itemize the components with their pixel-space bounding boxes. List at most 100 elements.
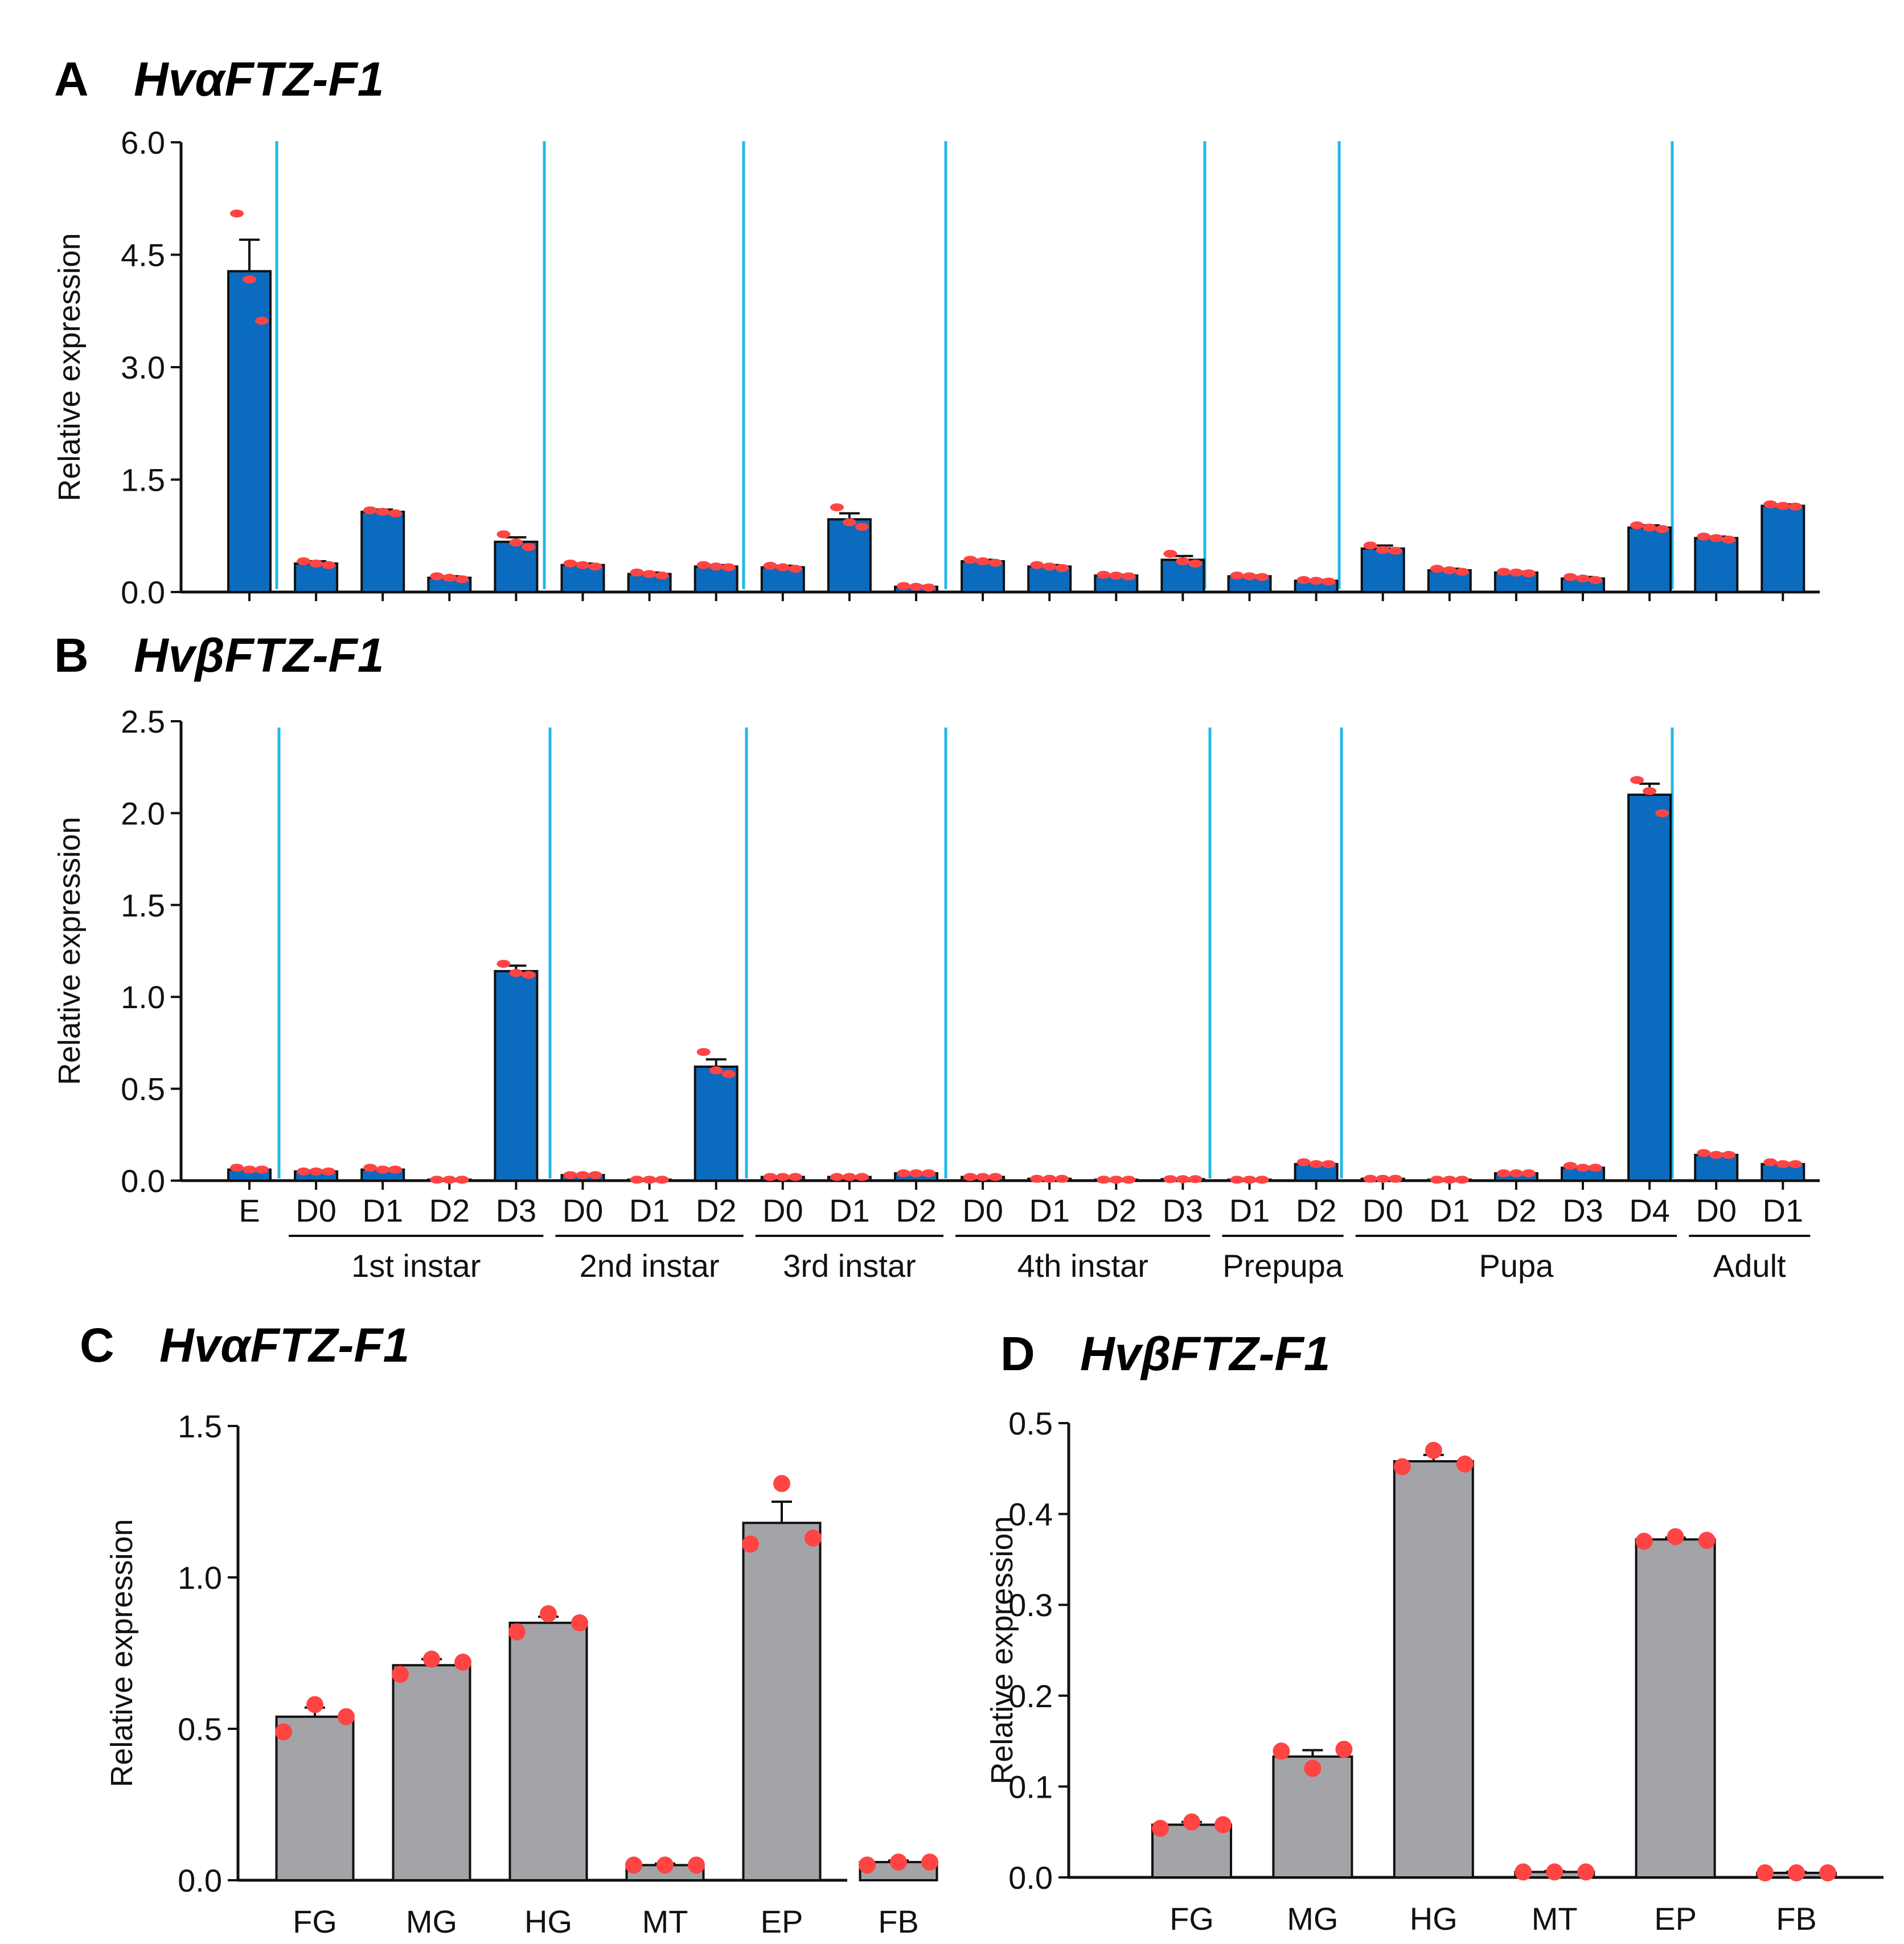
data-point — [454, 1653, 471, 1671]
group-label: 3rd instar — [783, 1248, 916, 1284]
bar — [508, 1621, 588, 1882]
bar — [1627, 794, 1672, 1182]
data-point — [563, 559, 577, 568]
data-point — [243, 1165, 256, 1174]
y-tick-label: 0.4 — [1008, 1497, 1053, 1532]
data-point — [1304, 1760, 1322, 1777]
data-point — [297, 1167, 311, 1176]
x-tick-label: D1 — [1763, 1193, 1804, 1228]
data-point — [1393, 1458, 1411, 1476]
data-point — [1322, 1160, 1336, 1168]
data-point — [1589, 576, 1602, 584]
data-point — [1630, 776, 1644, 784]
data-point — [909, 582, 923, 591]
data-point — [1496, 1169, 1511, 1178]
y-tick-label: 0.5 — [178, 1711, 222, 1747]
data-point — [1709, 534, 1724, 542]
data-point — [763, 1173, 777, 1181]
data-point — [1163, 549, 1177, 558]
panel-c: C HvαFTZ-F1 Relative expression 0.0 0.5 1.0 1.… — [80, 1318, 938, 1939]
data-point — [1152, 1819, 1169, 1837]
x-tick-label: D2 — [1296, 1193, 1337, 1228]
x-tick-label: EP — [1654, 1901, 1697, 1937]
data-point — [1776, 502, 1790, 510]
data-point — [1655, 809, 1669, 817]
data-point — [859, 1856, 876, 1874]
data-point — [988, 558, 1003, 567]
panel-letter: B — [54, 628, 89, 682]
data-point — [1322, 577, 1336, 586]
data-point — [1376, 546, 1390, 554]
data-point — [430, 1176, 444, 1184]
data-point — [842, 1173, 856, 1181]
x-tick-label: D1 — [629, 1193, 670, 1228]
data-point — [442, 573, 457, 582]
data-point — [709, 562, 723, 571]
y-tick-label: 1.5 — [121, 887, 165, 923]
panel-d: D HvβFTZ-F1 Relative expression 0.0 0.1 0.2 0.… — [985, 1327, 1884, 1937]
data-point — [1030, 1174, 1044, 1183]
x-tick-label: HG — [1410, 1901, 1458, 1937]
y-tick-label: 2.5 — [121, 704, 165, 739]
bar — [1761, 504, 1805, 593]
data-point — [230, 209, 244, 218]
data-point — [1430, 565, 1444, 573]
group-label: 2nd instar — [580, 1248, 720, 1284]
bar — [1360, 547, 1405, 594]
data-point — [322, 561, 336, 569]
x-tick-label: MG — [406, 1904, 457, 1939]
data-point — [1055, 564, 1069, 572]
data-point — [1188, 559, 1203, 568]
data-point — [576, 561, 590, 569]
x-tick-label: D1 — [829, 1193, 870, 1228]
data-point — [897, 582, 910, 590]
y-axis-label: Relative expression — [52, 233, 87, 501]
data-point — [1455, 568, 1469, 576]
data-point — [630, 1176, 644, 1184]
x-tick-label: D0 — [296, 1193, 337, 1228]
data-point — [540, 1605, 557, 1622]
bar — [1393, 1460, 1474, 1879]
data-point — [625, 1856, 642, 1874]
data-point — [1109, 1176, 1123, 1184]
data-point — [1122, 1176, 1136, 1184]
x-tick-label: D0 — [762, 1193, 803, 1228]
data-point — [1442, 1176, 1456, 1184]
x-tick-label: FB — [1776, 1901, 1817, 1937]
data-point — [1576, 574, 1590, 583]
data-point — [1442, 566, 1456, 574]
data-point — [576, 1171, 590, 1179]
data-point — [455, 575, 469, 583]
x-tick-label: D2 — [429, 1193, 470, 1228]
data-point — [1376, 1174, 1390, 1183]
data-point — [1242, 1176, 1257, 1184]
data-point — [230, 1164, 244, 1172]
x-tick-label: FG — [293, 1904, 337, 1939]
data-point — [922, 583, 935, 592]
y-axis-label: Relative expression — [985, 1516, 1019, 1784]
data-point — [1176, 557, 1190, 566]
data-point — [775, 1173, 790, 1181]
y-tick-label: 1.0 — [121, 979, 165, 1015]
x-tick-label: D2 — [696, 1193, 737, 1228]
data-point — [696, 1048, 711, 1057]
data-point — [1630, 521, 1644, 529]
bar — [392, 1664, 471, 1882]
data-point — [455, 1176, 469, 1184]
x-tick-label: HG — [524, 1904, 572, 1939]
x-tick-label: D3 — [496, 1193, 537, 1228]
data-point — [1097, 570, 1111, 579]
data-point — [1335, 1740, 1353, 1758]
data-point — [805, 1529, 822, 1547]
y-tick-label: 0.5 — [121, 1071, 165, 1107]
data-point — [1776, 1160, 1790, 1168]
x-tick-label: FB — [878, 1904, 919, 1939]
panel-title: HvαFTZ-F1 — [159, 1318, 409, 1372]
panel-b: B HvβFTZ-F1 Relative expression 0.0 0.5 1.0 1.… — [52, 628, 1820, 1284]
x-tick-label: D1 — [1429, 1193, 1470, 1228]
data-point — [1455, 1176, 1469, 1184]
bar — [827, 518, 872, 593]
data-point — [721, 563, 736, 572]
data-point — [976, 1173, 990, 1181]
data-point — [655, 1176, 669, 1184]
